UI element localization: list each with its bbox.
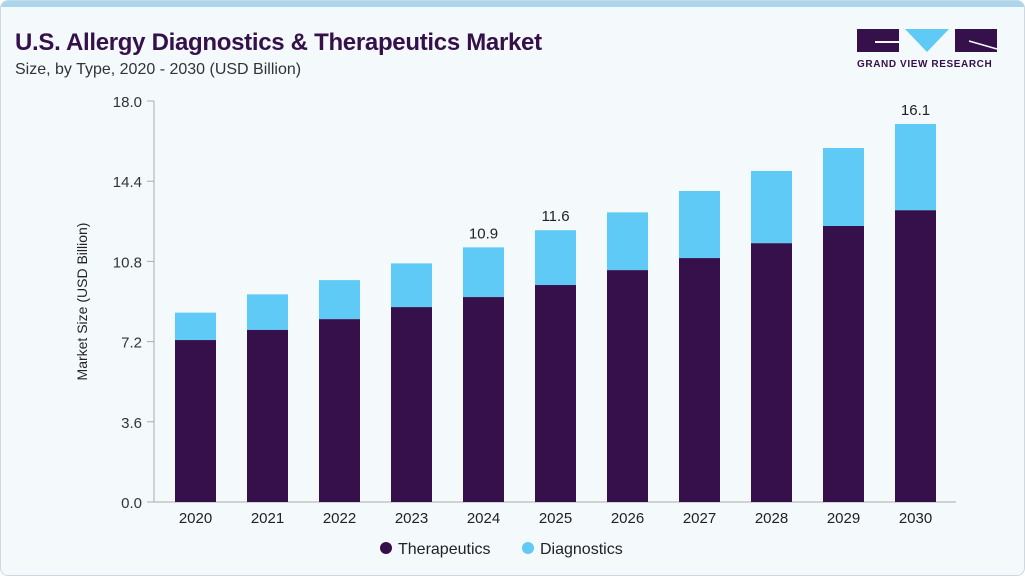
bar-therapeutics-2028 [751,243,792,503]
x-tick-label: 2021 [251,510,284,527]
data-label-2025: 11.6 [541,208,569,225]
y-tick-label: 10.8 [113,254,142,271]
chart-subtitle: Size, by Type, 2020 - 2030 (USD Billion) [15,61,302,78]
logo-text: GRAND VIEW RESEARCH [857,59,993,70]
bar-diagnostics-2023 [391,263,432,308]
data-label-2030: 16.1 [901,102,930,119]
grand-view-research-logo [857,29,998,52]
y-axis-title: Market Size (USD Billion) [74,223,90,381]
x-tick-label: 2028 [755,510,788,527]
y-tick-label: 18.0 [113,94,142,111]
bar-therapeutics-2020 [175,340,216,502]
x-tick-label: 2025 [539,510,572,527]
top-accent-bar [1,1,1024,7]
bar-diagnostics-2026 [607,212,648,271]
bar-therapeutics-2030 [895,210,936,502]
x-tick-label: 2020 [179,510,212,527]
bar-therapeutics-2024 [463,297,504,502]
bar-diagnostics-2028 [751,170,792,244]
legend-label-diagnostics: Diagnostics [540,541,623,558]
legend-label-therapeutics: Therapeutics [398,541,491,558]
y-tick-label: 14.4 [113,174,142,191]
x-tick-label: 2029 [827,510,860,527]
y-tick-label: 3.6 [121,415,142,432]
bar-therapeutics-2023 [391,307,432,502]
bar-diagnostics-2025 [535,230,576,286]
data-label-2024: 10.9 [469,225,498,242]
x-tick-label: 2023 [395,510,428,527]
bar-therapeutics-2027 [679,258,720,502]
bar-therapeutics-2026 [607,270,648,502]
bar-diagnostics-2027 [679,191,720,259]
bar-diagnostics-2024 [463,247,504,298]
x-tick-label: 2022 [323,510,356,527]
chart-title: U.S. Allergy Diagnostics & Therapeutics … [15,29,542,56]
bar-therapeutics-2029 [823,225,864,502]
y-tick-label: 7.2 [121,335,142,352]
x-tick-label: 2027 [683,510,716,527]
bar-therapeutics-2025 [535,285,576,502]
bar-diagnostics-2020 [175,312,216,341]
bar-therapeutics-2021 [247,329,288,502]
bar-diagnostics-2022 [319,280,360,320]
bar-therapeutics-2022 [319,319,360,502]
x-tick-label: 2026 [611,510,644,527]
legend-marker-diagnostics [522,542,534,554]
y-tick-label: 0.0 [121,495,142,512]
x-tick-label: 2024 [467,510,500,527]
bar-diagnostics-2029 [823,148,864,226]
x-tick-label: 2030 [899,510,932,527]
bar-diagnostics-2021 [247,294,288,330]
legend-marker-therapeutics [380,542,392,554]
bar-diagnostics-2030 [895,123,936,211]
